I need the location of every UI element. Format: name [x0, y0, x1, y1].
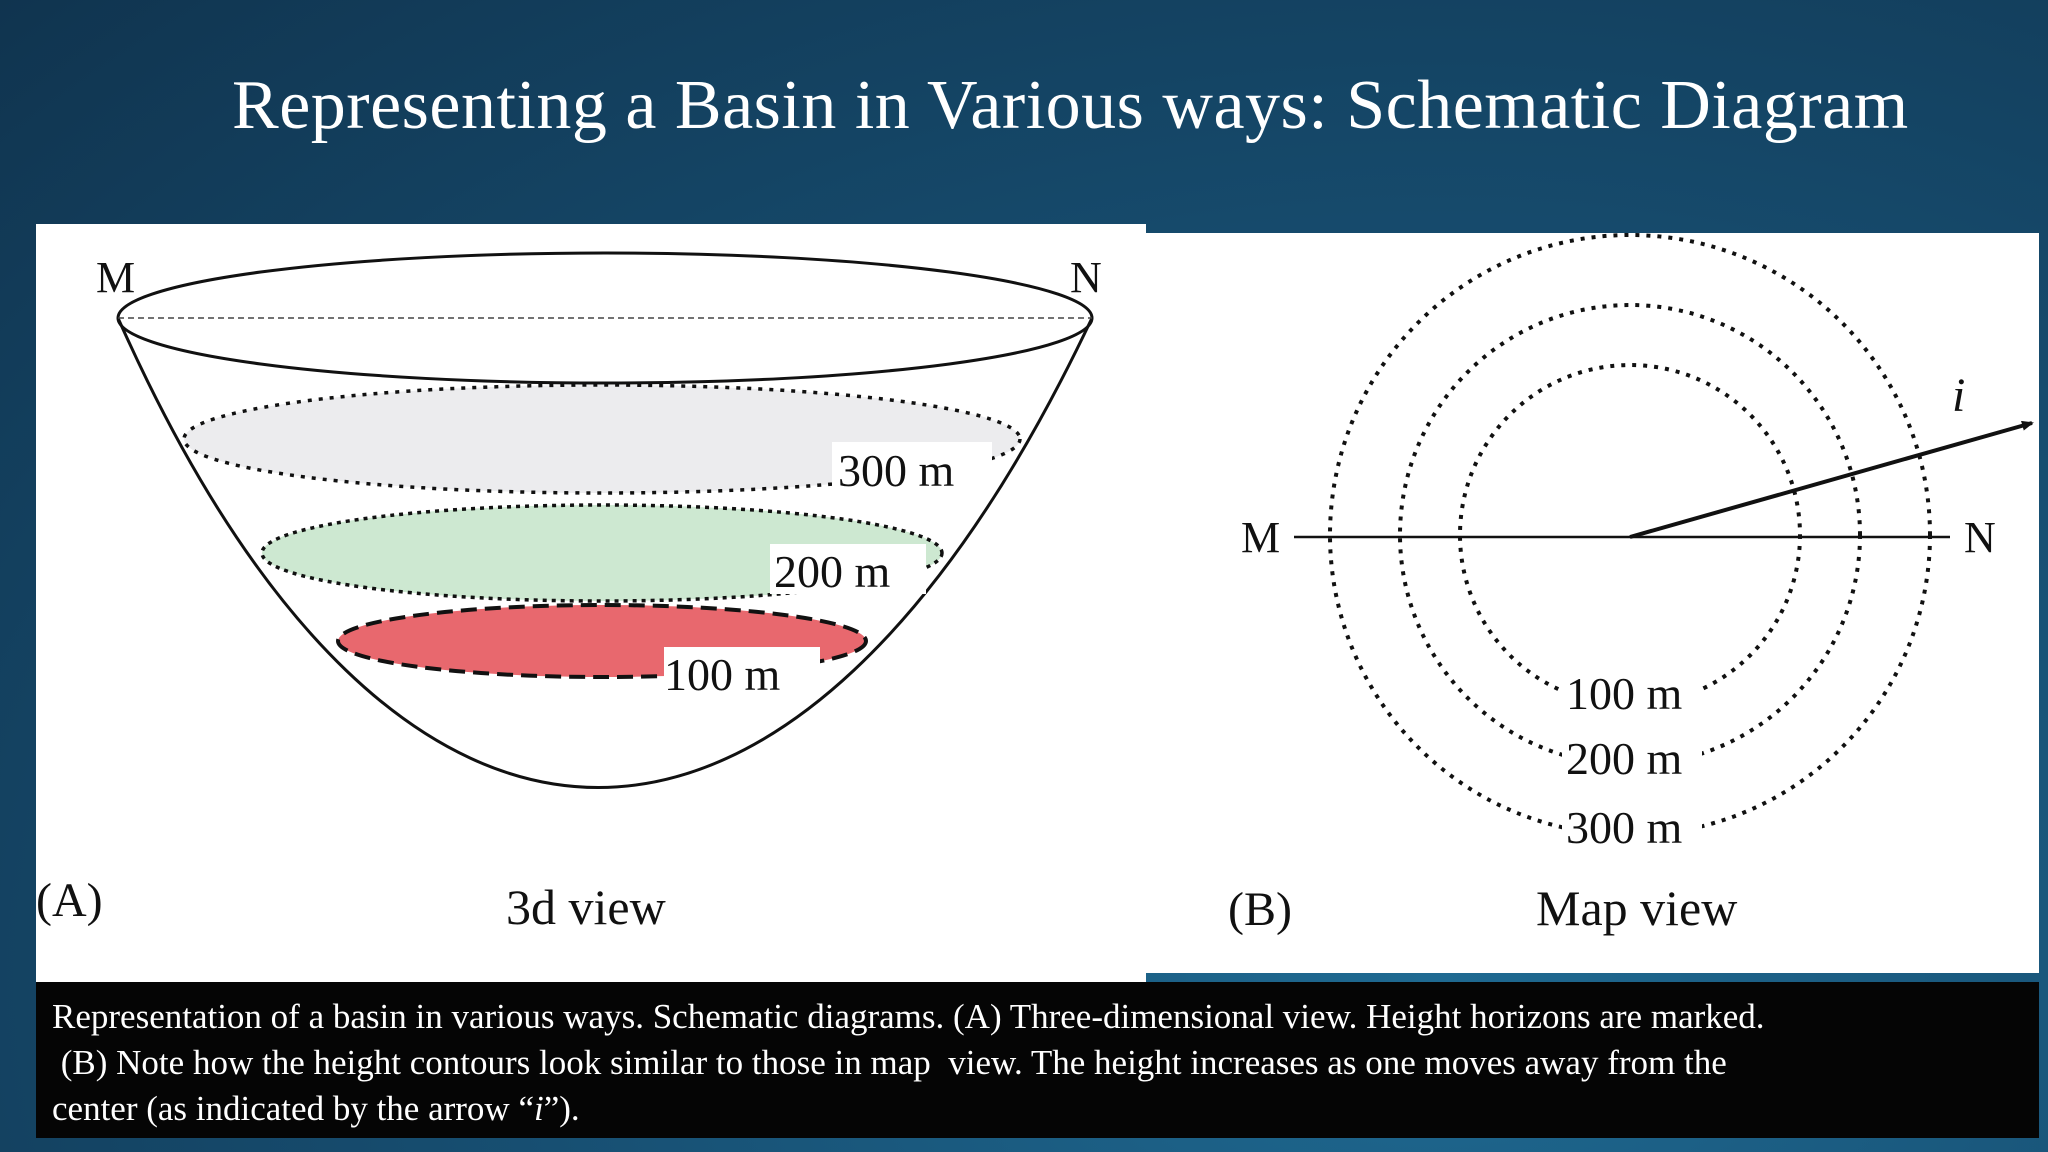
direction-arrow [1629, 420, 2034, 539]
contour-300-fill [184, 385, 1020, 493]
map-contour-100-label: 100 m [1566, 668, 1683, 719]
slide-title: Representing a Basin in Various ways: Sc… [232, 67, 1909, 144]
contour-300-label: 300 m [838, 445, 955, 496]
contour-200-label: 200 m [774, 546, 891, 597]
panel-map-view: M N i 100 m 200 m 300 m (B) Map view [1146, 233, 2039, 973]
panel-letter-b: (B) [1228, 883, 1292, 936]
caption-arrow-i: i [534, 1089, 544, 1128]
caption-line-1: Representation of a basin in various way… [52, 997, 1765, 1036]
map-contour-300-label: 300 m [1566, 802, 1683, 853]
map-contour-300 [1328, 233, 1932, 837]
caption-line-3-post: ”). [543, 1089, 580, 1128]
contour-100-label: 100 m [664, 649, 781, 700]
label-n: N [1070, 253, 1102, 302]
map-contour-200-label: 200 m [1566, 733, 1683, 784]
basin-outline [116, 317, 1094, 789]
view-name-map: Map view [1536, 880, 1737, 936]
basin-3d-diagram: M N 300 m 200 m 100 m (A) 3d view [36, 251, 1102, 935]
view-name-3d: 3d view [506, 879, 666, 935]
map-label-m: M [1241, 513, 1280, 562]
contour-300-line [182, 383, 1022, 495]
caption-line-2: (B) Note how the height contours look si… [52, 1043, 1727, 1082]
map-label-n: N [1964, 513, 1996, 562]
caption-line-3-pre: center (as indicated by the arrow “ [52, 1089, 534, 1128]
contour-200-line [260, 503, 944, 603]
panel-3d-view: M N 300 m 200 m 100 m (A) 3d view [36, 224, 1146, 982]
arrow-label-i: i [1952, 369, 1965, 422]
basin-rim [116, 251, 1094, 385]
map-contour-200 [1398, 303, 1862, 767]
basin-map-diagram: M N i 100 m 200 m 300 m (B) Map view [1228, 233, 2034, 936]
label-m: M [96, 253, 135, 302]
figure-caption: Representation of a basin in various way… [36, 982, 2039, 1138]
caption-line-3: center (as indicated by the arrow “i”). [52, 1086, 2023, 1132]
contour-100-line [336, 603, 868, 679]
panel-letter-a: (A) [36, 874, 103, 927]
